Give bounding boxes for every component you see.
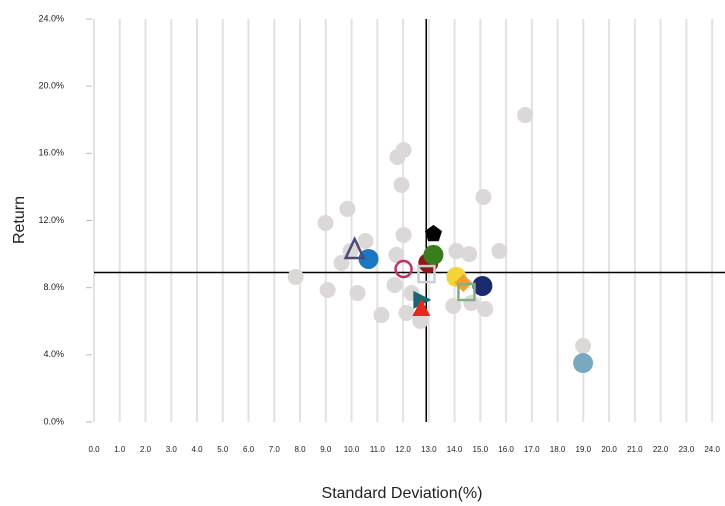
x-tick-label: 6.0 — [243, 445, 255, 454]
x-tick-label: 21.0 — [627, 445, 643, 454]
point — [358, 248, 379, 269]
point — [373, 307, 390, 324]
y-tick-label: 16.0% — [38, 148, 64, 158]
point — [461, 246, 478, 263]
y-tick-label: 0.0% — [43, 416, 64, 426]
x-tick-label: 23.0 — [679, 445, 695, 454]
x-tick-label: 22.0 — [653, 445, 669, 454]
y-tick-label: 20.0% — [38, 81, 64, 91]
x-tick-label: 4.0 — [191, 445, 203, 454]
x-tick-label: 13.0 — [421, 445, 437, 454]
point — [412, 298, 431, 316]
point — [475, 188, 492, 205]
point — [423, 244, 444, 265]
point — [319, 282, 336, 299]
point — [317, 215, 334, 232]
x-tick-label: 8.0 — [294, 445, 306, 454]
point — [393, 176, 410, 193]
y-axis-label: Return — [11, 196, 28, 244]
point — [357, 232, 374, 249]
point — [412, 312, 429, 329]
point — [394, 259, 413, 279]
point — [477, 300, 494, 317]
x-tick-label: 19.0 — [576, 445, 592, 454]
x-axis-label: Standard Deviation(%) — [322, 485, 483, 502]
point — [448, 243, 465, 260]
y-tick-label: 8.0% — [43, 282, 64, 292]
point — [395, 226, 412, 243]
x-tick-label: 12.0 — [395, 445, 411, 454]
x-tick-label: 7.0 — [269, 445, 281, 454]
point — [287, 268, 304, 285]
point — [398, 305, 415, 322]
point — [343, 236, 366, 260]
x-tick-label: 1.0 — [114, 445, 126, 454]
point — [417, 264, 436, 284]
point — [472, 275, 493, 296]
x-tick-label: 17.0 — [524, 445, 540, 454]
x-tick-label: 0.0 — [88, 445, 100, 454]
x-tick-label: 15.0 — [473, 445, 489, 454]
x-tick-label: 18.0 — [550, 445, 566, 454]
x-tick-label: 5.0 — [217, 445, 229, 454]
point — [386, 276, 403, 293]
point — [349, 285, 366, 302]
y-tick-label: 24.0% — [38, 13, 64, 23]
y-tick-label: 4.0% — [43, 349, 64, 359]
point — [491, 243, 508, 260]
point — [388, 246, 405, 263]
point — [463, 294, 480, 311]
point — [517, 107, 534, 124]
point — [389, 149, 406, 166]
x-tick-label: 2.0 — [140, 445, 152, 454]
x-tick-label: 14.0 — [447, 445, 463, 454]
point — [457, 282, 476, 302]
x-tick-label: 10.0 — [344, 445, 360, 454]
point — [413, 290, 432, 309]
x-tick-label: 16.0 — [498, 445, 514, 454]
x-tick-label: 11.0 — [370, 445, 386, 454]
x-tick-label: 20.0 — [601, 445, 617, 454]
point — [424, 224, 443, 242]
x-tick-label: 24.0 — [704, 445, 720, 454]
point — [445, 297, 462, 314]
x-tick-label: 9.0 — [320, 445, 332, 454]
point — [573, 353, 594, 374]
x-tick-label: 3.0 — [166, 445, 178, 454]
y-tick-label: 12.0% — [38, 215, 64, 225]
point — [575, 337, 592, 354]
point — [339, 200, 356, 217]
